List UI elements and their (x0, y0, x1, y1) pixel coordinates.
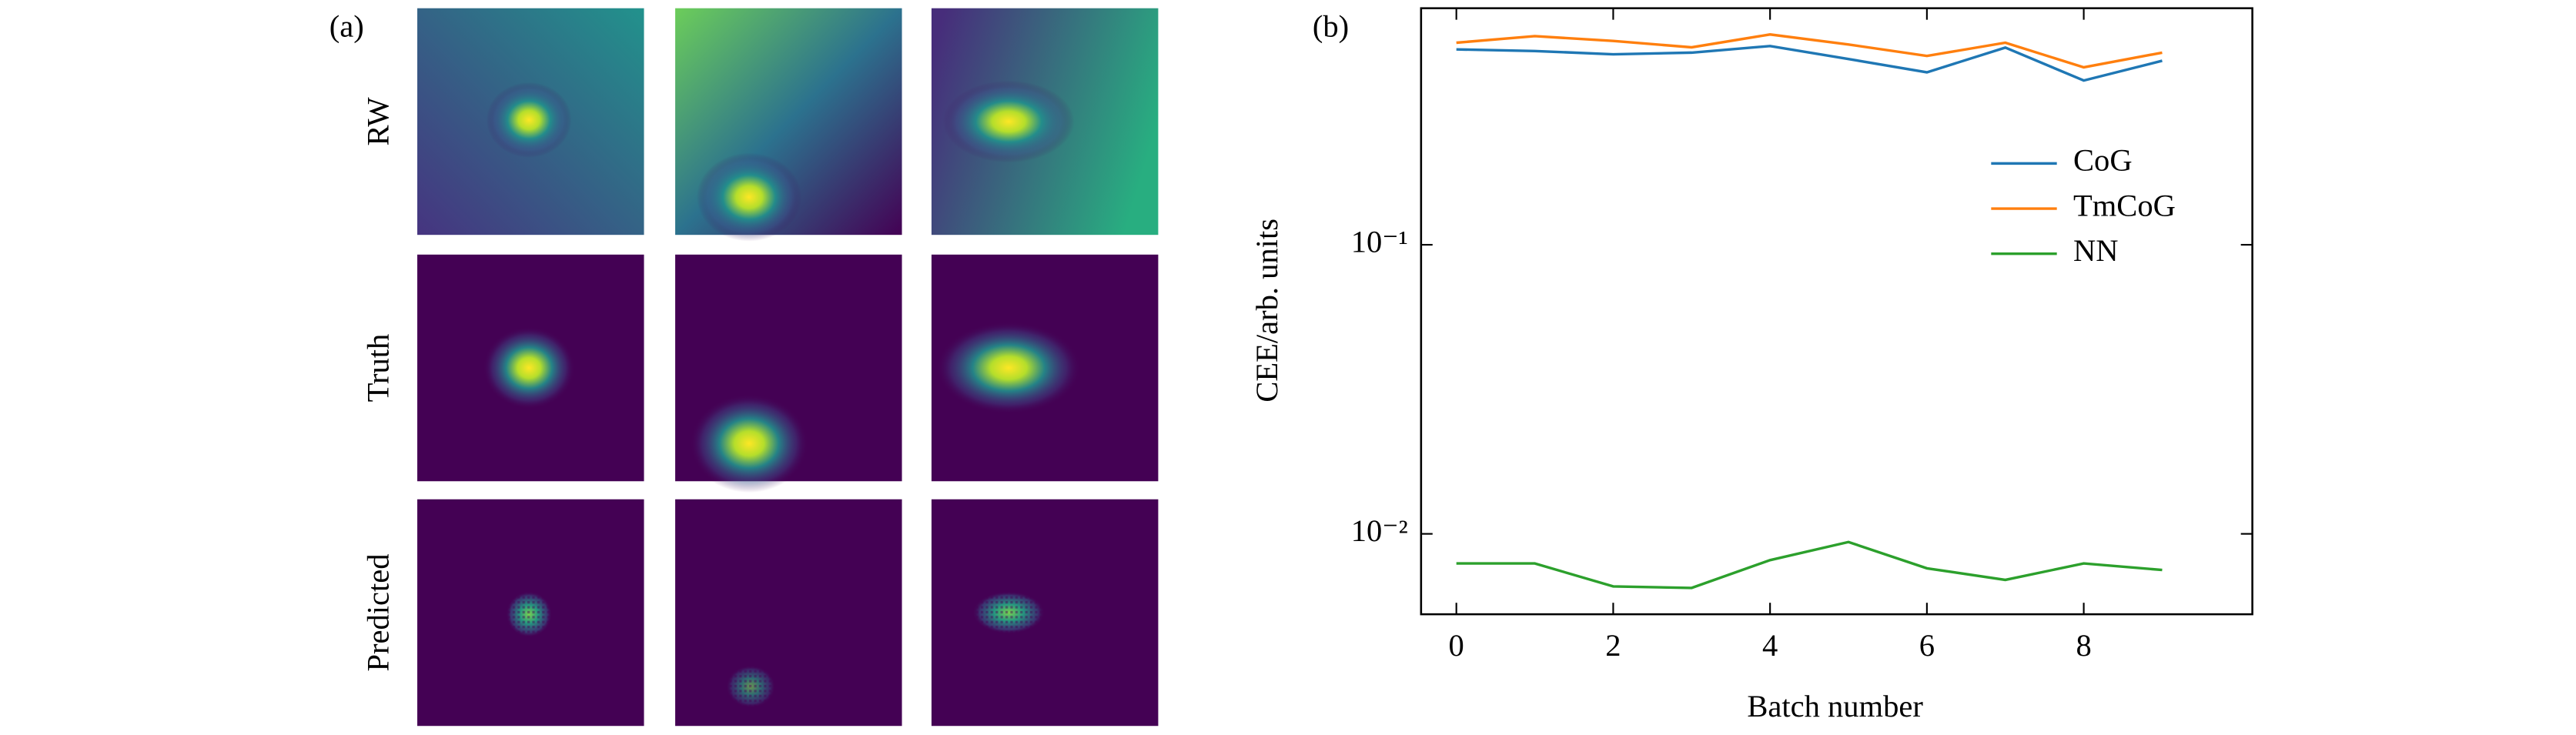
row-label: RW (360, 97, 395, 146)
blob (483, 326, 575, 409)
series-line (1456, 45, 2163, 82)
x-tick-label: 0 (1449, 628, 1464, 663)
legend-label: CoG (2073, 143, 2133, 178)
blob (690, 394, 808, 493)
blob (942, 80, 1075, 163)
panel-label: (a) (330, 9, 364, 44)
x-tick-label: 2 (1605, 628, 1621, 663)
speckle (726, 665, 776, 708)
panel-label: (b) (1313, 9, 1349, 44)
y-tick-label: 10⁻¹ (1351, 224, 1408, 259)
legend-label: TmCoG (2073, 188, 2176, 222)
series-line (1456, 540, 2163, 590)
blob (936, 322, 1082, 414)
x-axis-label: Batch number (1747, 689, 1923, 723)
row-label: Truth (360, 334, 395, 403)
speckle (972, 591, 1045, 634)
x-tick-label: 4 (1762, 628, 1778, 663)
blob (486, 82, 572, 158)
x-tick-label: 6 (1919, 628, 1935, 663)
panel-a: (a) RW Truth Predicted (330, 8, 1159, 727)
legend-label: NN (2073, 233, 2119, 268)
y-tick-label: 10⁻² (1351, 513, 1408, 548)
blob (696, 152, 802, 242)
heatmap (675, 499, 902, 727)
x-tick-label: 8 (2076, 628, 2091, 663)
series-line (1456, 33, 2163, 69)
y-axis-label: CEE/arb. units (1250, 219, 1284, 403)
plot-frame (1420, 7, 2253, 616)
speckle (506, 591, 552, 637)
row-label: Predicted (360, 553, 395, 671)
